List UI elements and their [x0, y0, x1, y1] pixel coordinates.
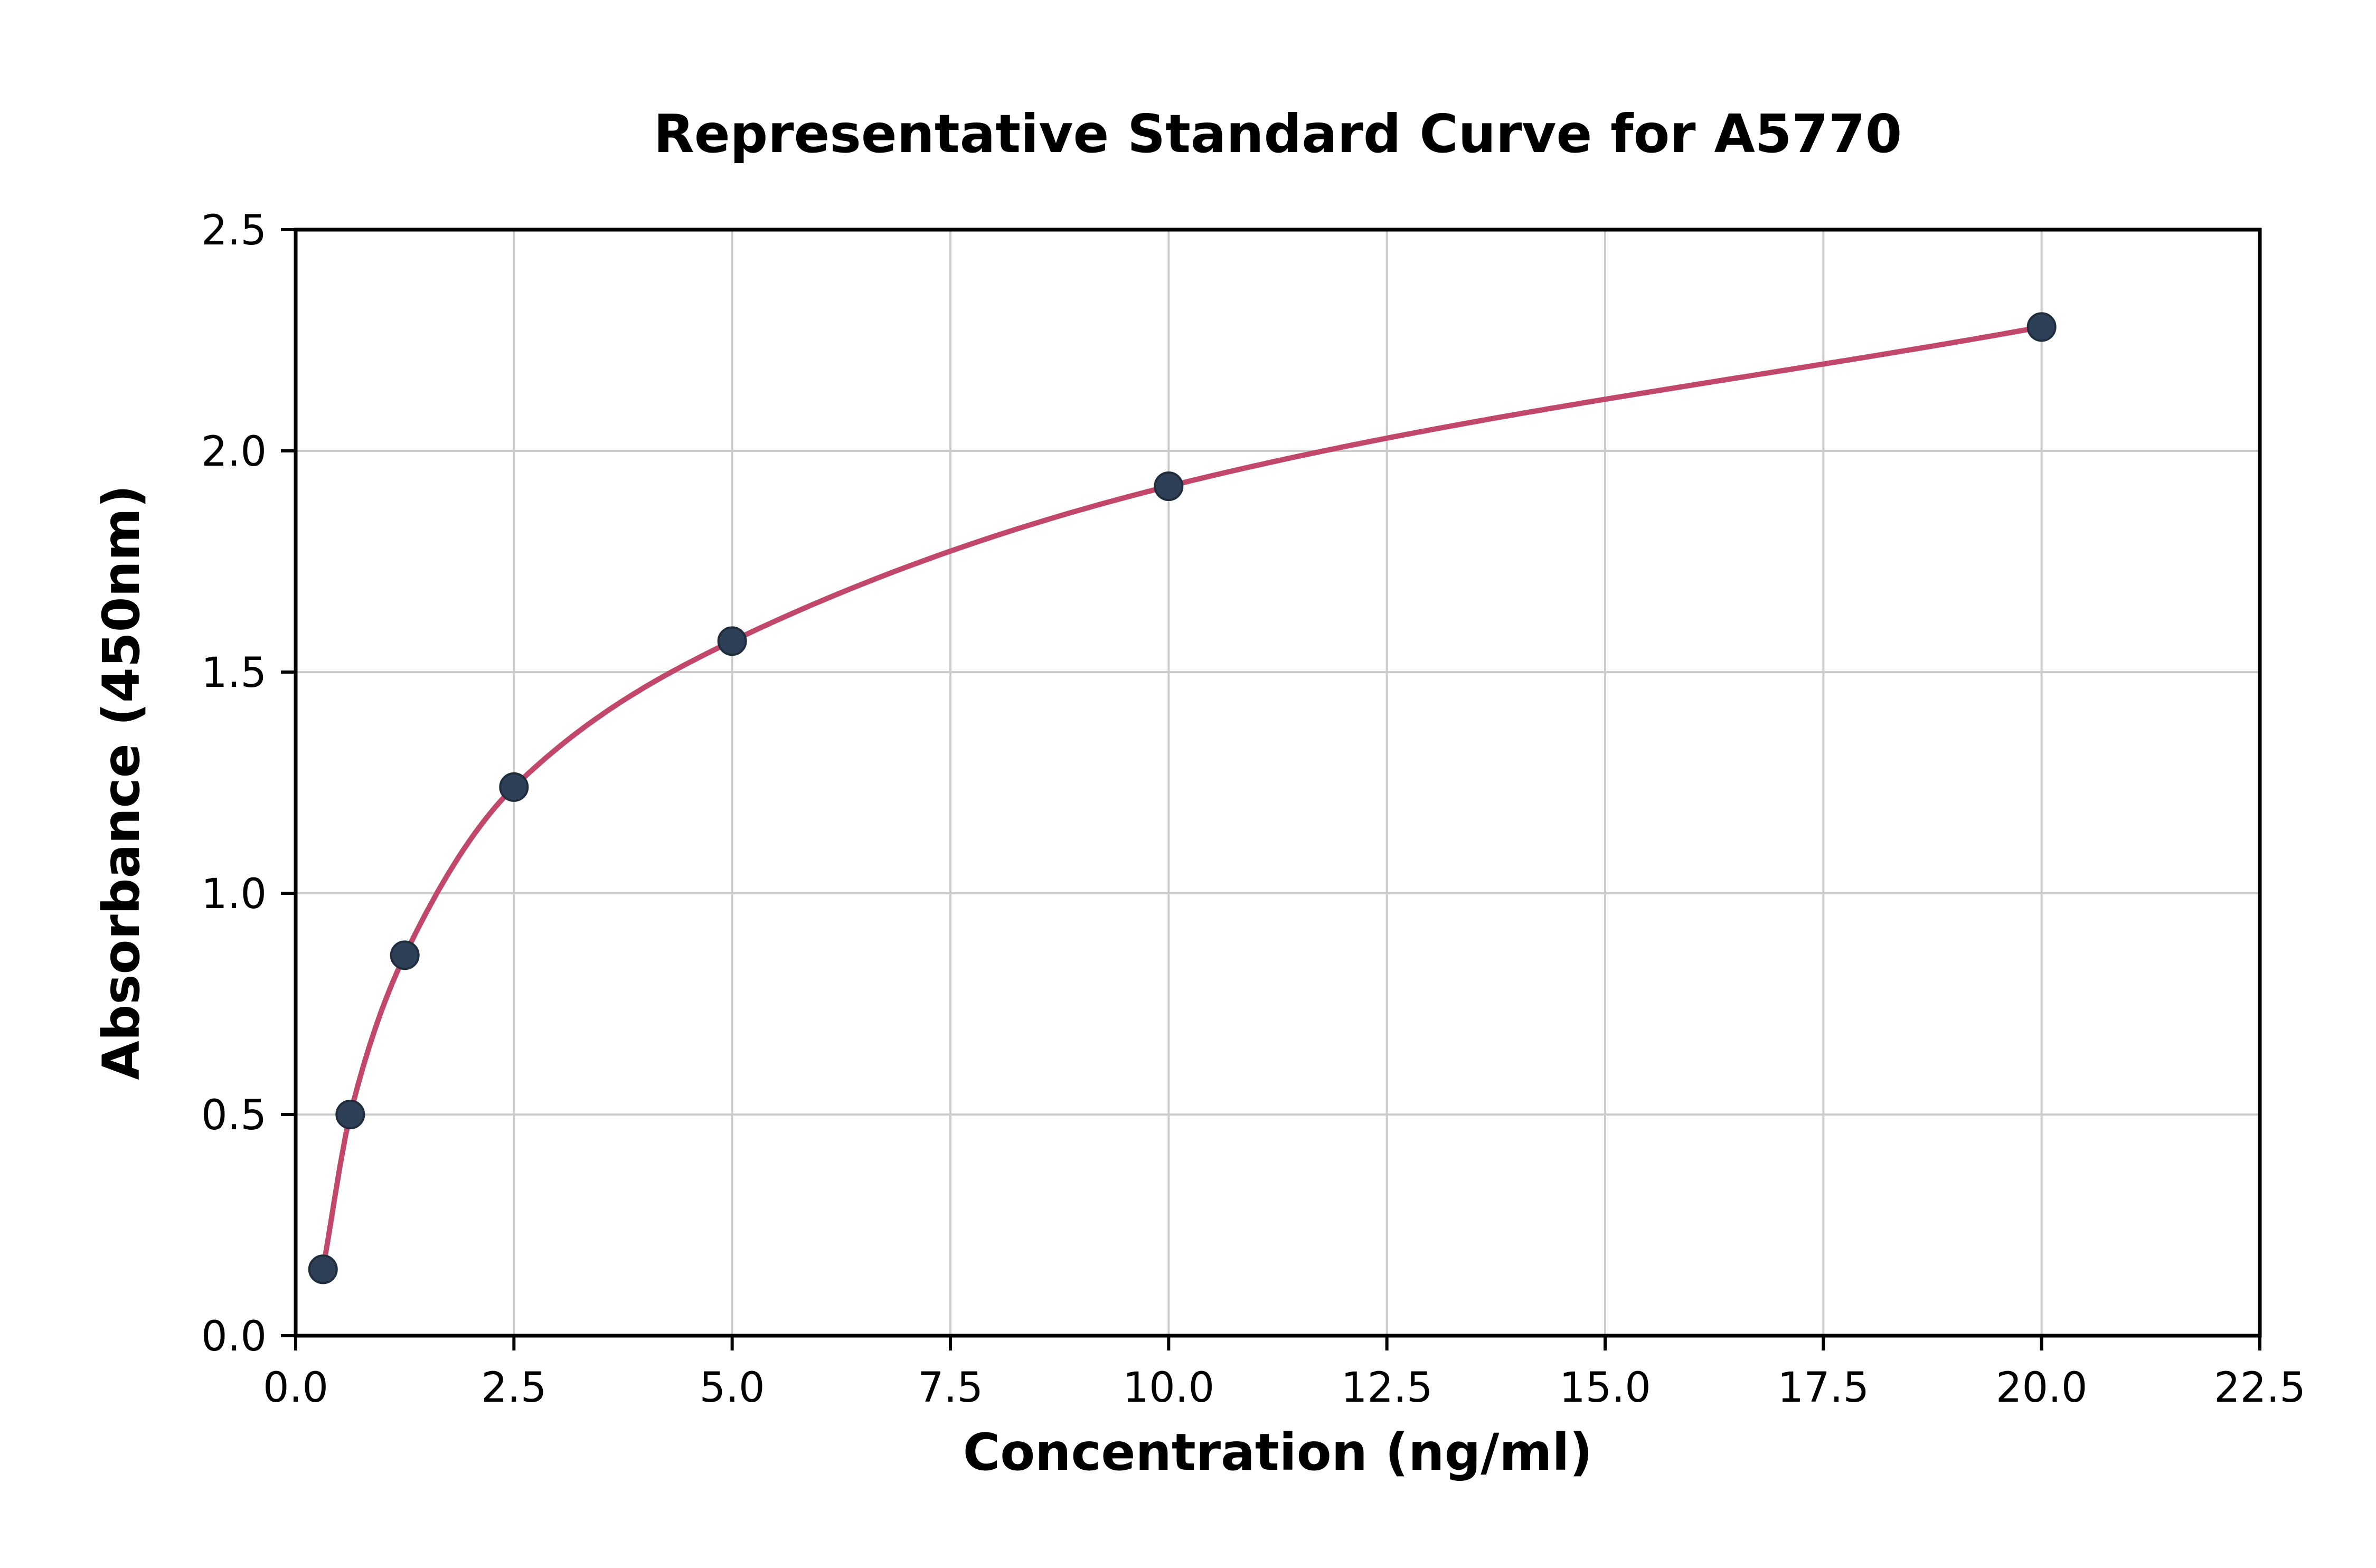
fitted-curve — [320, 324, 2044, 1272]
x-axis-label: Concentration (ng/ml) — [963, 1423, 1593, 1482]
data-point — [390, 940, 420, 970]
x-tick-label: 15.0 — [1559, 1364, 1651, 1412]
x-tick-label: 7.5 — [918, 1364, 983, 1412]
x-tick-label: 22.5 — [2214, 1364, 2306, 1412]
plot-border — [294, 228, 2262, 1338]
data-point — [335, 1100, 365, 1129]
y-tick-label: 0.0 — [201, 1313, 267, 1361]
x-tick-label: 20.0 — [1996, 1364, 2088, 1412]
data-point — [717, 626, 747, 656]
y-tick-label: 1.5 — [201, 649, 267, 697]
data-point — [1154, 471, 1184, 502]
data-point — [2026, 312, 2057, 342]
x-tick-label: 17.5 — [1777, 1364, 1869, 1412]
chart-title: Representative Standard Curve for A5770 — [653, 103, 1902, 165]
x-tick-label: 2.5 — [481, 1364, 546, 1412]
x-tick-label: 0.0 — [263, 1364, 328, 1412]
y-tick-label: 1.0 — [201, 871, 267, 918]
x-tick-label: 5.0 — [700, 1364, 765, 1412]
x-tick-label: 12.5 — [1341, 1364, 1433, 1412]
y-tick-label: 2.5 — [201, 207, 267, 254]
data-point — [308, 1254, 338, 1284]
data-point — [499, 772, 529, 802]
y-tick-label: 0.5 — [201, 1092, 267, 1139]
x-tick-label: 10.0 — [1123, 1364, 1214, 1412]
y-tick-label: 2.0 — [201, 428, 267, 476]
